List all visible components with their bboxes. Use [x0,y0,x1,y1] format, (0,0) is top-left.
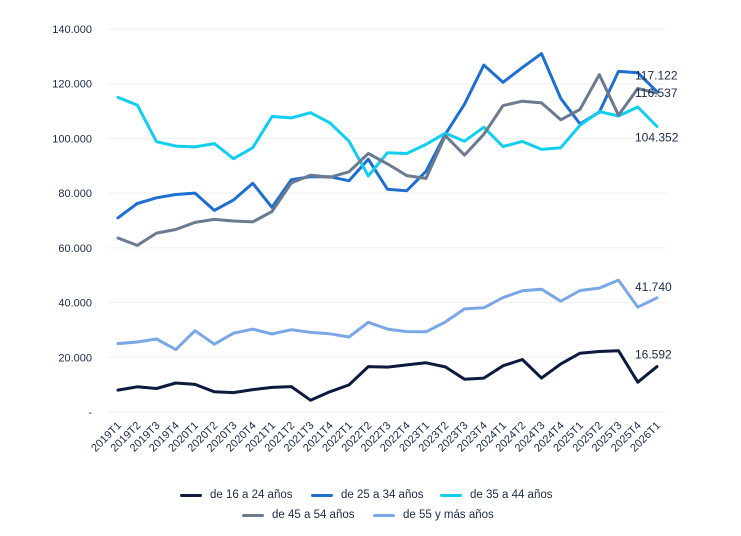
series-line [116,52,659,220]
y-tick-label: 20.000 [58,352,92,364]
legend-swatch-35-44 [440,493,462,497]
legend-swatch-55-plus [373,513,395,517]
legend-label: de 35 a 44 años [470,489,553,501]
series-line [116,73,659,247]
legend-label: de 25 a 34 años [341,489,424,501]
legend-label: de 16 a 24 años [210,489,293,501]
series-lines [116,52,659,402]
legend-label: de 55 y más años [403,509,494,521]
end-value-label: 16.592 [635,348,672,362]
series-line [116,349,659,402]
legend-item-35-44: de 35 a 44 años [440,489,553,501]
legend-swatch-16-24 [180,493,202,497]
end-value-label: 116.537 [635,86,678,100]
end-value-label: 104.352 [635,131,679,145]
legend-swatch-45-54 [242,513,264,517]
y-tick-label: 40.000 [58,298,92,310]
series-line [116,95,659,178]
y-axis: - 20.000 40.000 60.000 80.000 100.000 120.000 1… [52,24,92,419]
y-tick-label: 140.000 [52,24,92,36]
legend-item-55-plus: de 55 y más años [373,509,494,521]
end-value-label: 117.122 [635,69,678,83]
legend-swatch-25-34 [311,493,333,497]
x-axis: 2019T12019T22019T32019T42020T12020T22020… [89,420,663,455]
series-line [116,278,659,352]
y-tick-label: 100.000 [52,133,92,145]
y-tick-label: 60.000 [58,243,92,255]
gridlines [108,28,667,413]
end-value-label: 41.740 [635,280,672,294]
y-tick-label: - [88,407,92,419]
end-labels: 16.592 117.122 104.352 116.537 41.740 [635,69,679,362]
y-tick-label: 120.000 [52,79,92,91]
legend-item-45-54: de 45 a 54 años [242,509,355,521]
legend-item-16-24: de 16 a 24 años [180,489,293,501]
legend-label: de 45 a 54 años [272,509,355,521]
legend-item-25-34: de 25 a 34 años [311,489,424,501]
y-tick-label: 80.000 [58,188,92,200]
